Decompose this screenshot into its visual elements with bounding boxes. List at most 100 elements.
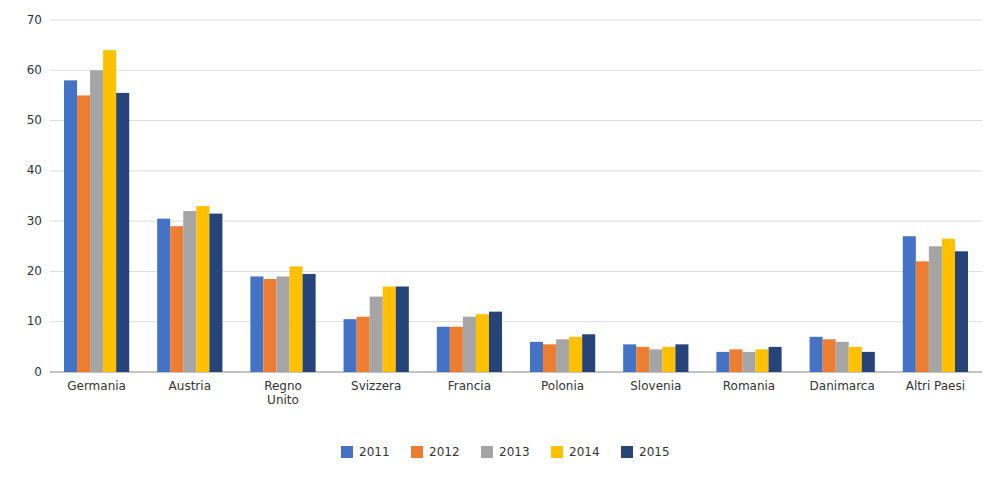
x-tick-label: Slovenia xyxy=(630,379,681,393)
bar xyxy=(157,219,170,372)
bar xyxy=(303,274,316,372)
legend-item: 2012 xyxy=(411,445,460,459)
grid-line xyxy=(50,70,982,71)
grid-line xyxy=(50,120,982,121)
legend-label: 2015 xyxy=(639,445,670,459)
bar xyxy=(103,50,116,372)
y-axis: 0 10 20 30 40 50 60 70 xyxy=(27,13,42,379)
bar xyxy=(569,337,582,372)
grid-line xyxy=(50,170,982,171)
x-tick-label: Francia xyxy=(448,379,491,393)
x-tick-label-line: Svizzera xyxy=(351,379,401,393)
legend-label: 2013 xyxy=(499,445,530,459)
bar xyxy=(582,334,595,372)
legend-item: 2014 xyxy=(551,445,600,459)
x-tick-label: Altri Paesi xyxy=(906,379,965,393)
bar xyxy=(64,80,77,372)
grid xyxy=(50,20,982,372)
legend-swatch xyxy=(411,446,423,458)
legend-item: 2015 xyxy=(621,445,670,459)
bar xyxy=(556,339,569,372)
x-tick-label-line: Germania xyxy=(67,379,126,393)
x-tick-label: Polonia xyxy=(541,379,584,393)
x-tick-label: Danimarca xyxy=(810,379,875,393)
y-tick-label: 30 xyxy=(27,214,42,228)
bar xyxy=(290,266,303,372)
bar xyxy=(170,226,183,372)
legend-label: 2012 xyxy=(429,445,460,459)
legend-item: 2013 xyxy=(481,445,530,459)
x-tick-label: Austria xyxy=(169,379,211,393)
bar xyxy=(396,287,409,372)
bar xyxy=(77,95,90,372)
y-tick-label: 70 xyxy=(27,13,42,27)
bar xyxy=(769,347,782,372)
legend-swatch xyxy=(551,446,563,458)
bar xyxy=(357,317,370,372)
y-tick-label: 0 xyxy=(34,365,42,379)
chart: 0 10 20 30 40 50 60 70 Germania Austria RegnoUnito… xyxy=(0,0,1002,482)
x-tick-label-line: Regno xyxy=(264,379,302,393)
legend-swatch xyxy=(621,446,633,458)
bar xyxy=(250,276,263,372)
y-tick-label: 50 xyxy=(27,113,42,127)
bar xyxy=(370,297,383,372)
page: {"chart_data": {"type": "bar", "categori… xyxy=(0,0,1002,482)
bar xyxy=(90,70,103,372)
bar xyxy=(929,246,942,372)
bar xyxy=(383,287,396,372)
bar xyxy=(489,312,502,372)
legend-label: 2011 xyxy=(359,445,390,459)
bar xyxy=(530,342,543,372)
x-tick-label: Romania xyxy=(723,379,775,393)
bar xyxy=(450,327,463,372)
bar xyxy=(662,347,675,372)
bar xyxy=(276,276,289,372)
legend-label: 2014 xyxy=(569,445,600,459)
x-tick-label-line: Slovenia xyxy=(630,379,681,393)
bar xyxy=(955,251,968,372)
y-tick-label: 20 xyxy=(27,264,42,278)
x-tick-label: Svizzera xyxy=(351,379,401,393)
legend: 2011 2012 2013 2014 2015 xyxy=(341,445,670,459)
bars xyxy=(64,50,968,372)
bar xyxy=(437,327,450,372)
bar xyxy=(623,344,636,372)
bar xyxy=(636,347,649,372)
x-tick-label-line: Austria xyxy=(169,379,211,393)
bar xyxy=(463,317,476,372)
bar xyxy=(836,342,849,372)
bar xyxy=(196,206,209,372)
bar xyxy=(810,337,823,372)
bar xyxy=(716,352,729,372)
x-tick-label-line: Polonia xyxy=(541,379,584,393)
grid-line xyxy=(50,20,982,21)
bar xyxy=(209,214,222,372)
bar xyxy=(742,352,755,372)
bar xyxy=(263,279,276,372)
x-axis: Germania Austria RegnoUnito Svizzera Francia… xyxy=(67,379,965,407)
x-tick-label-line: Altri Paesi xyxy=(906,379,965,393)
bar xyxy=(823,339,836,372)
bar xyxy=(543,344,556,372)
bar xyxy=(183,211,196,372)
bar xyxy=(849,347,862,372)
legend-swatch xyxy=(481,446,493,458)
y-tick-label: 40 xyxy=(27,163,42,177)
x-tick-label: RegnoUnito xyxy=(264,379,302,407)
bar xyxy=(116,93,129,372)
x-tick-label-line: Romania xyxy=(723,379,775,393)
legend-item: 2011 xyxy=(341,445,390,459)
y-tick-label: 10 xyxy=(27,314,42,328)
bar xyxy=(942,239,955,372)
y-tick-label: 60 xyxy=(27,63,42,77)
x-tick-label: Germania xyxy=(67,379,126,393)
bar xyxy=(916,261,929,372)
bar xyxy=(729,349,742,372)
bar xyxy=(862,352,875,372)
x-tick-label-line: Danimarca xyxy=(810,379,875,393)
legend-swatch xyxy=(341,446,353,458)
bar xyxy=(344,319,357,372)
bar xyxy=(903,236,916,372)
x-tick-label-line: Francia xyxy=(448,379,491,393)
